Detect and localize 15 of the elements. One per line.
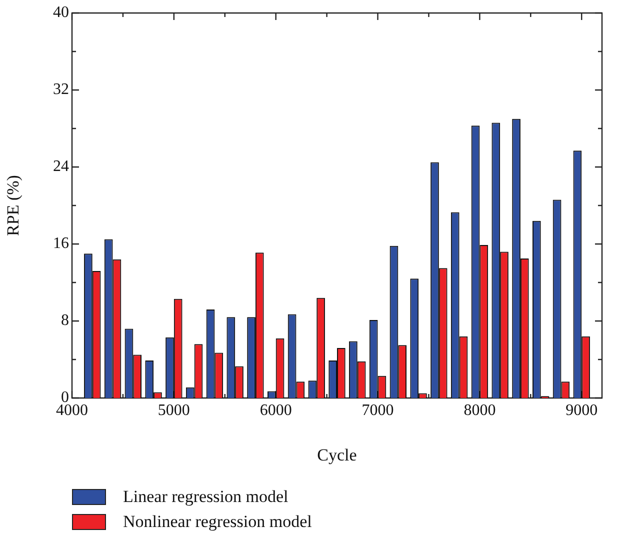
y-tick-label: 24: [53, 158, 69, 176]
legend-label: Nonlinear regression model: [123, 512, 312, 532]
y-tick-label: 40: [53, 4, 69, 22]
y-tick-label: 8: [61, 312, 69, 330]
x-tick-label: 5000: [158, 402, 190, 419]
x-axis-title: Cycle: [317, 445, 357, 464]
x-tick-label: 4000: [56, 402, 88, 419]
y-tick-label: 32: [53, 81, 69, 98]
x-tick-label: 7000: [362, 402, 394, 419]
y-tick-label: 16: [53, 235, 69, 252]
x-tick-label: 6000: [260, 402, 292, 419]
x-tick-label: 9000: [566, 402, 598, 419]
y-axis-title: RPE (%): [4, 175, 23, 236]
x-tick-label: 8000: [464, 402, 496, 419]
legend-label: Linear regression model: [123, 486, 288, 506]
